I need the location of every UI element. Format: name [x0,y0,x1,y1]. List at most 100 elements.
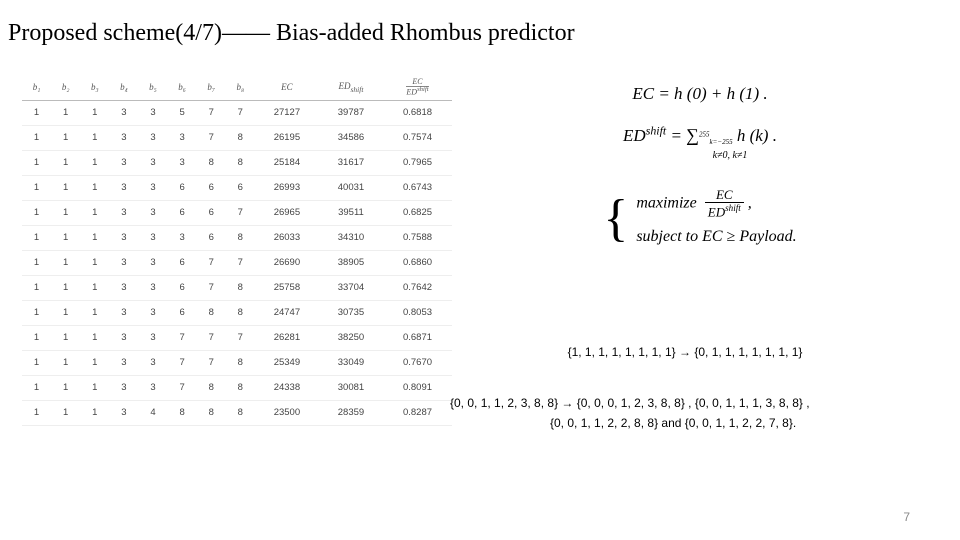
table-cell: 7 [197,325,226,350]
data-table: b₁b₂b₃b₄b₅b₆b₇b₈ECEDshiftECEDshift 11133… [22,75,452,426]
table-cell: 6 [197,175,226,200]
table-cell: 1 [22,375,51,400]
table-cell: 3 [138,150,167,175]
table-cell: 3 [168,150,197,175]
table-cell: 0.7670 [383,350,452,375]
table-cell: 3 [138,225,167,250]
table-cell: 3 [109,125,138,150]
table-cell: 3 [138,275,167,300]
table-cell: 3 [138,200,167,225]
table-header: b₆ [168,75,197,100]
table-cell: 1 [22,275,51,300]
table-cell: 0.6818 [383,100,452,125]
table-cell: 8 [226,275,255,300]
table-cell: 8 [197,375,226,400]
table-header: EDshift [319,75,383,100]
table-cell: 3 [138,125,167,150]
table-cell: 8 [226,150,255,175]
table-cell: 1 [51,125,80,150]
table-row: 1113377726281382500.6871 [22,325,452,350]
table-cell: 1 [22,100,51,125]
table-cell: 23500 [255,400,319,425]
table-row: 1113338825184316170.7965 [22,150,452,175]
table-row: 1113488823500283590.8287 [22,400,452,425]
table-cell: 1 [80,100,109,125]
table-cell: 3 [109,150,138,175]
table-cell: 6 [197,200,226,225]
table-header: b₅ [138,75,167,100]
optimization-block: { maximize EC EDshift , subject to EC ≥ … [520,188,880,250]
table-cell: 26690 [255,250,319,275]
table-cell: 1 [51,225,80,250]
table-cell: 8 [226,375,255,400]
table-cell: 38250 [319,325,383,350]
table-header: b₄ [109,75,138,100]
table-cell: 24747 [255,300,319,325]
table-cell: 3 [109,400,138,425]
table-cell: 0.6860 [383,250,452,275]
table-cell: 31617 [319,150,383,175]
table-cell: 1 [22,125,51,150]
table-cell: 6 [168,300,197,325]
table-cell: 3 [138,100,167,125]
notes-block: {1, 1, 1, 1, 1, 1, 1, 1} → {0, 1, 1, 1, … [450,345,920,434]
table-cell: 8 [226,300,255,325]
table-cell: 6 [226,175,255,200]
table-cell: 1 [80,150,109,175]
table-row: 1113336826033343100.7588 [22,225,452,250]
table-cell: 8 [226,225,255,250]
table-cell: 40031 [319,175,383,200]
table-cell: 7 [226,325,255,350]
table-cell: 7 [226,200,255,225]
table-cell: 0.7965 [383,150,452,175]
table-cell: 8 [226,350,255,375]
table-cell: 8 [197,400,226,425]
table-cell: 1 [80,225,109,250]
table-cell: 7 [197,275,226,300]
table-cell: 0.7642 [383,275,452,300]
table-cell: 3 [109,350,138,375]
left-brace-icon: { [603,193,628,245]
table-cell: 25184 [255,150,319,175]
table-cell: 8 [226,125,255,150]
table-cell: 3 [138,250,167,275]
table-header: b₇ [197,75,226,100]
table-cell: 6 [168,250,197,275]
table-cell: 1 [80,400,109,425]
table-cell: 1 [51,150,80,175]
data-table-region: b₁b₂b₃b₄b₅b₆b₇b₈ECEDshiftECEDshift 11133… [22,75,452,426]
note-line-2: {0, 0, 1, 1, 2, 3, 8, 8} → {0, 0, 0, 1, … [450,393,920,434]
table-cell: 7 [168,350,197,375]
table-cell: 0.7574 [383,125,452,150]
table-cell: 24338 [255,375,319,400]
table-row: 1113337826195345860.7574 [22,125,452,150]
table-row: 1113367726690389050.6860 [22,250,452,275]
table-cell: 6 [197,225,226,250]
table-cell: 3 [138,325,167,350]
table-cell: 1 [22,225,51,250]
table-cell: 30081 [319,375,383,400]
table-cell: 7 [197,100,226,125]
table-cell: 1 [51,275,80,300]
table-cell: 26281 [255,325,319,350]
table-cell: 33704 [319,275,383,300]
table-cell: 3 [109,250,138,275]
table-cell: 7 [226,100,255,125]
table-cell: 1 [51,175,80,200]
table-cell: 25758 [255,275,319,300]
table-row: 1113368824747307350.8053 [22,300,452,325]
table-cell: 0.6743 [383,175,452,200]
table-cell: 6 [168,175,197,200]
table-cell: 0.8287 [383,400,452,425]
table-row: 1113367825758337040.7642 [22,275,452,300]
table-cell: 1 [80,325,109,350]
table-cell: 1 [80,300,109,325]
table-header: b₁ [22,75,51,100]
table-cell: 26993 [255,175,319,200]
table-row: 1113366726965395110.6825 [22,200,452,225]
table-cell: 1 [80,200,109,225]
table-cell: 1 [80,125,109,150]
equations-block: EC = h (0) + h (1) . EDshift = ∑255k=−25… [520,80,880,280]
table-cell: 3 [138,375,167,400]
table-cell: 1 [51,375,80,400]
